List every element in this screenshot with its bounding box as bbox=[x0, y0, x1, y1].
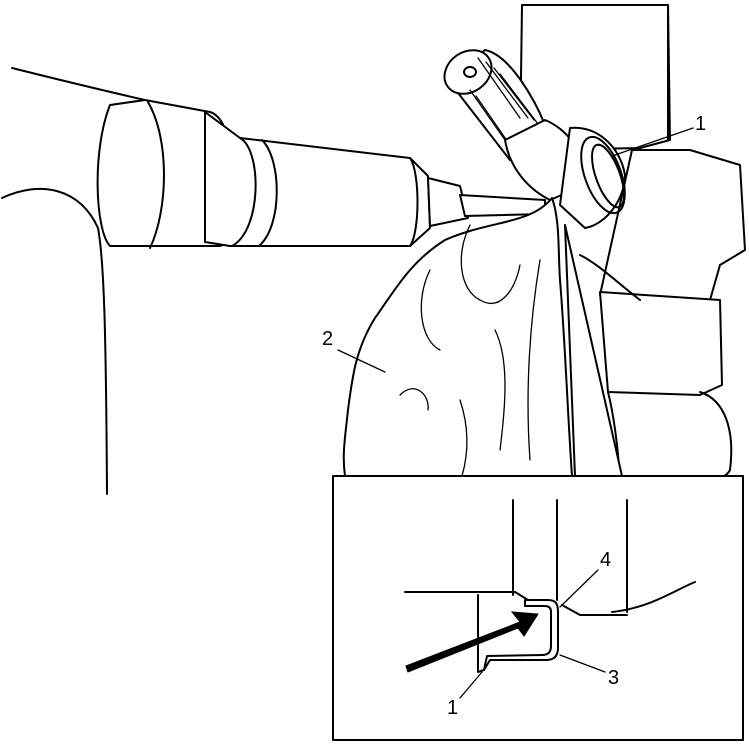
callout-detail-3: 3 bbox=[608, 667, 619, 689]
callout-seal-1: 1 bbox=[695, 113, 706, 135]
operator-arm bbox=[1, 67, 238, 495]
leader-lines bbox=[337, 127, 694, 699]
splined-output-shaft bbox=[443, 49, 626, 229]
protective-sleeve bbox=[342, 197, 573, 477]
callout-detail-1: 1 bbox=[447, 697, 458, 719]
callout-detail-4: 4 bbox=[600, 549, 611, 571]
seal-driver-tool bbox=[204, 111, 546, 247]
callout-sleeve-2: 2 bbox=[322, 328, 333, 350]
gearbox-housing bbox=[519, 4, 746, 479]
detail-inset bbox=[332, 475, 744, 741]
